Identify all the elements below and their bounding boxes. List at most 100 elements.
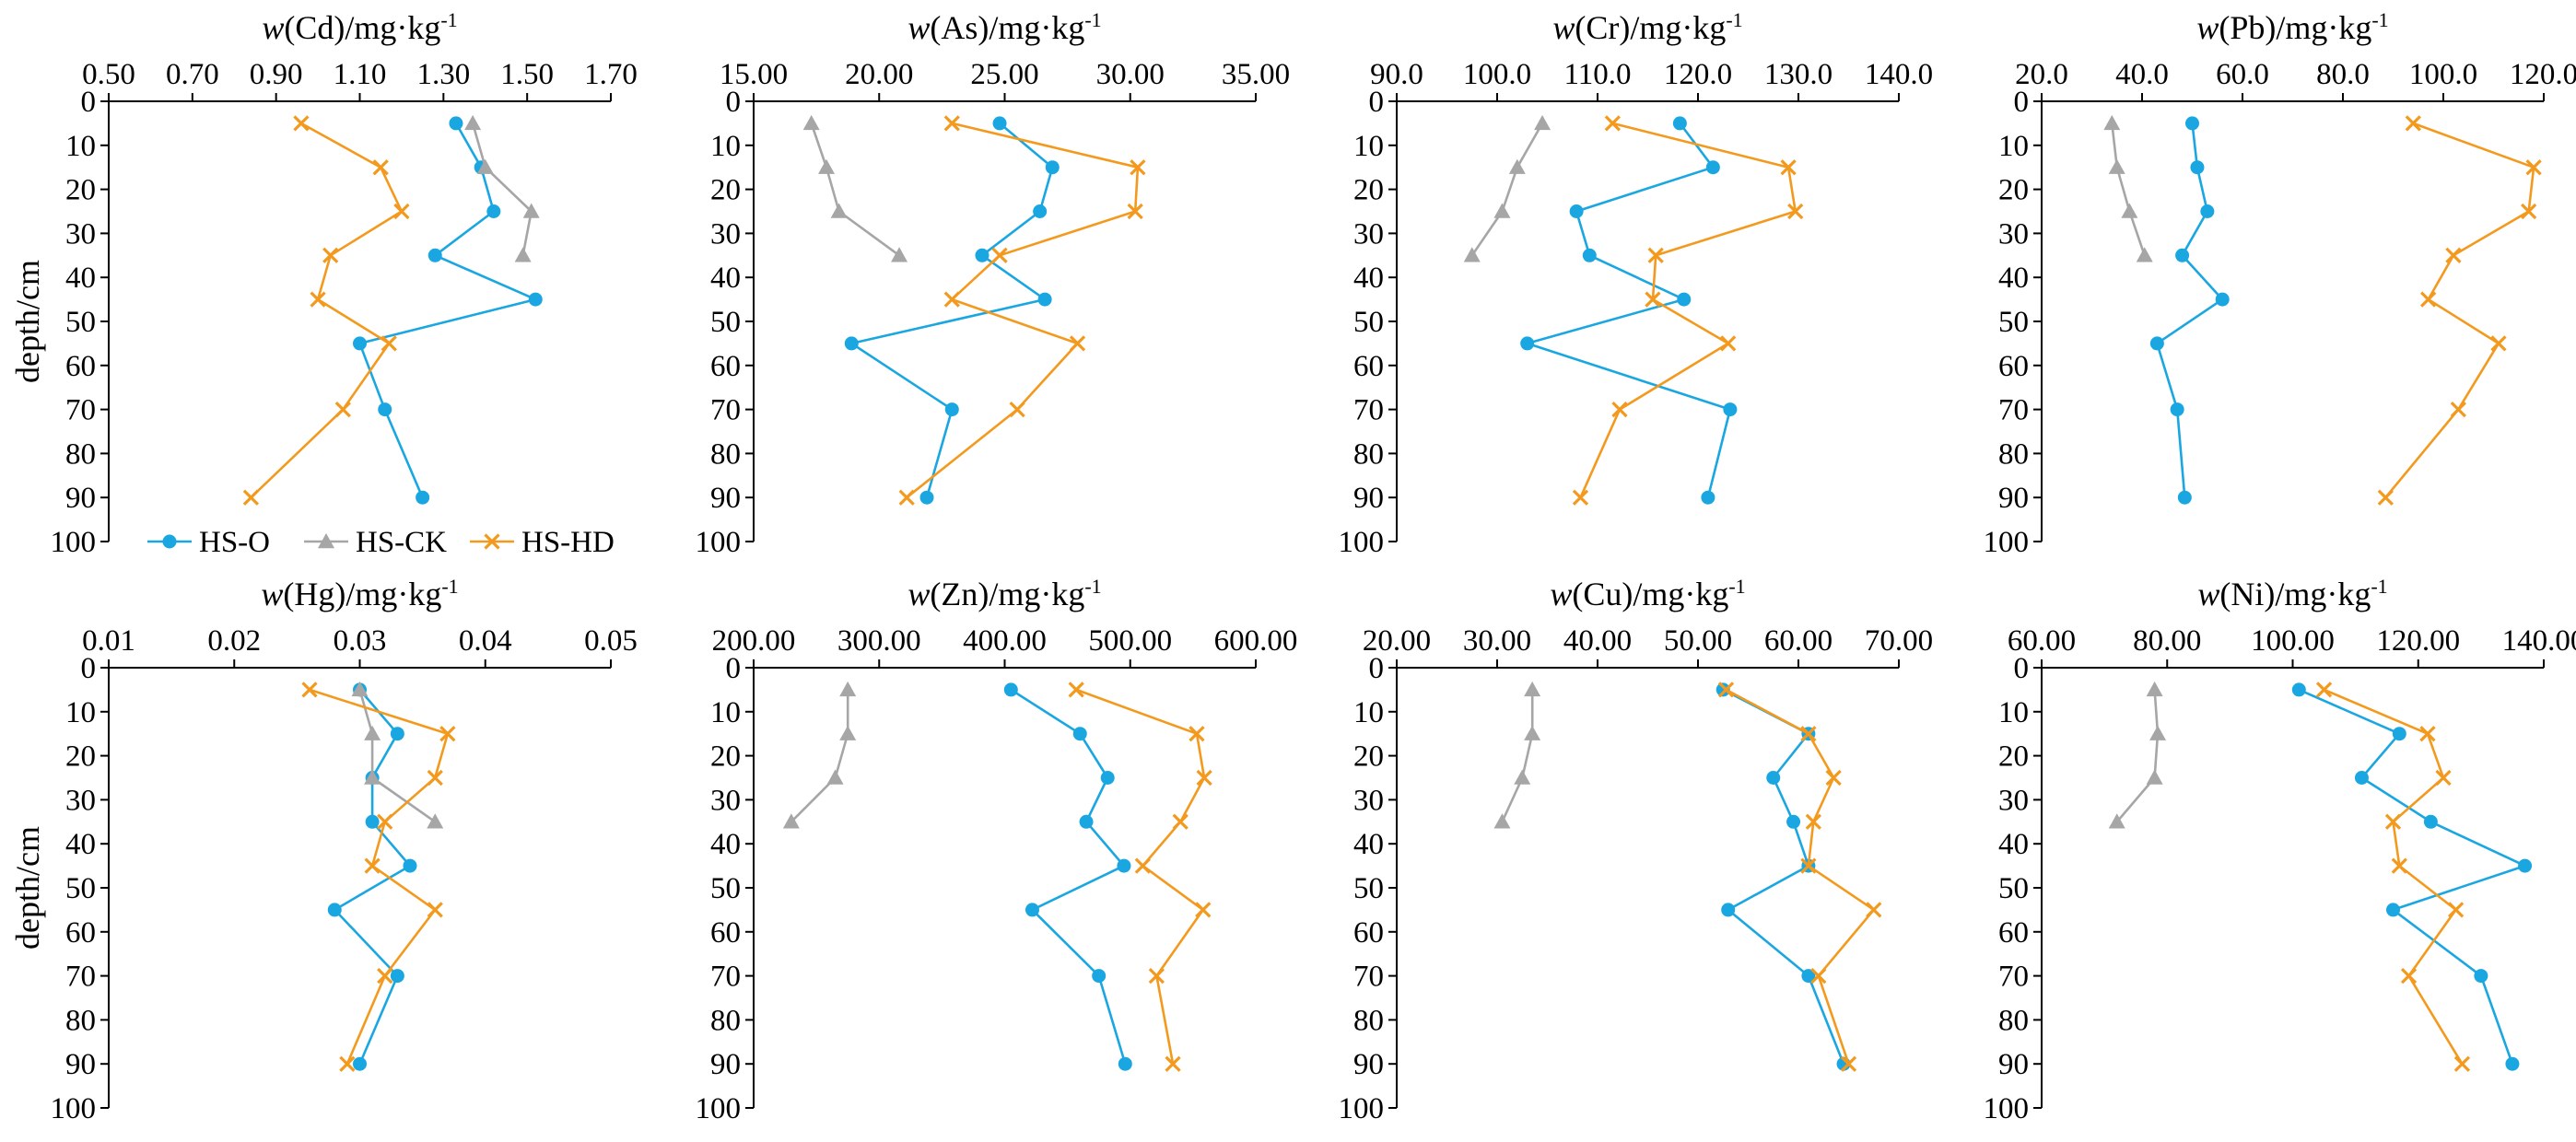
y-tick-label: 80: [1353, 437, 1384, 471]
data-point: [2190, 160, 2205, 175]
y-tick-label: 90: [1998, 482, 2029, 515]
y-tick-label: 90: [65, 482, 96, 515]
y-tick-label: 50: [65, 306, 96, 339]
data-point: [844, 336, 859, 351]
data-point: [365, 814, 380, 829]
y-tick-label: 20: [65, 740, 96, 774]
title-text: (Hg)/mg·kg: [283, 576, 441, 612]
legend: HS-O HS-CK HS-HD: [147, 526, 615, 559]
data-point: [1701, 490, 1715, 505]
data-point: [2419, 726, 2436, 742]
data-point: [1786, 814, 1801, 829]
legend-label: HS-CK: [356, 526, 447, 559]
y-tick-label: 70: [65, 394, 96, 427]
data-point: [377, 813, 393, 830]
data-point: [2474, 969, 2488, 984]
x-tick-label: 20.00: [845, 58, 913, 91]
y-tick-label: 70: [710, 394, 741, 427]
data-point: [1148, 967, 1165, 985]
data-point: [1810, 967, 1827, 985]
y-tick-label: 30: [1353, 784, 1384, 817]
data-point: [2400, 967, 2418, 985]
data-point: [2175, 248, 2190, 262]
title-w: w: [2196, 9, 2219, 46]
y-tick-label: 100: [1984, 1092, 2030, 1125]
series-line: [849, 122, 1054, 498]
y-tick-label: 10: [1998, 696, 2029, 729]
y-tick-label: 60: [65, 350, 96, 383]
data-point: [2200, 204, 2215, 218]
x-tick-label: 30.00: [1096, 58, 1165, 91]
y-tick-label: 20: [65, 174, 96, 207]
series-line: [2115, 689, 2160, 823]
data-point: [449, 116, 463, 131]
x-tick-label: 20.0: [2015, 58, 2068, 91]
data-point: [2121, 203, 2138, 218]
y-tick-label: 10: [65, 130, 96, 163]
x-tick-label: 30.00: [1463, 624, 1531, 658]
data-point: [2103, 114, 2121, 131]
series-line: [309, 688, 450, 1065]
series-line: [2111, 122, 2146, 256]
panel-title: w(Cu)/mg·kg-1: [1550, 575, 1745, 612]
data-point: [427, 248, 442, 262]
series-hs-o: [2291, 682, 2533, 1071]
data-point: [2490, 335, 2507, 352]
y-tick-label: 50: [1998, 872, 2029, 905]
series-line: [358, 122, 537, 498]
series-hs-o: [1520, 116, 1738, 505]
series-hs-hd: [301, 682, 456, 1072]
data-point: [1069, 335, 1086, 352]
title-text: (Ni)/mg·kg: [2219, 576, 2371, 612]
y-tick-label: 100: [1339, 526, 1385, 559]
series-hs-ck: [802, 114, 908, 262]
data-point: [1805, 813, 1821, 830]
data-point: [1840, 1055, 1857, 1072]
series-line: [2156, 122, 2224, 498]
data-point: [2108, 158, 2125, 174]
legend-label: HS-O: [199, 526, 270, 559]
data-point: [1720, 335, 1737, 352]
panel-title: w(Cr)/mg·kg-1: [1552, 8, 1742, 46]
data-point: [2453, 1055, 2471, 1072]
x-tick-label: 0.04: [459, 624, 512, 658]
data-point: [802, 114, 820, 131]
data-point: [1045, 160, 1060, 175]
x-tick-label: 25.00: [970, 58, 1038, 91]
y-tick-label: 90: [1998, 1048, 2029, 1081]
x-tick-label: 100.00: [2251, 624, 2335, 658]
data-point: [1611, 401, 1628, 418]
y-tick-label: 30: [1998, 217, 2029, 251]
title-text: (Pb)/mg·kg: [2219, 9, 2371, 46]
data-point: [2315, 682, 2333, 698]
y-tick-label: 40: [710, 262, 741, 295]
x-tick-label: 120.00: [2376, 624, 2460, 658]
y-tick-label: 70: [1998, 961, 2029, 994]
data-point: [919, 490, 934, 505]
data-point: [975, 248, 989, 262]
y-tick-label: 70: [65, 961, 96, 994]
series-hs-ck: [1463, 114, 1551, 262]
y-tick-label: 30: [65, 784, 96, 817]
series-hs-ck: [1493, 681, 1541, 829]
data-point: [1172, 813, 1188, 830]
x-tick-label: 120.0: [1664, 58, 1732, 91]
series-hs-hd: [1068, 682, 1212, 1072]
y-tick-label: 70: [1353, 394, 1384, 427]
y-tick-label: 0: [2014, 652, 2030, 685]
chart-panel-pb: w(Pb)/mg·kg-1 20.0 40.0 60.0 80.0 100.0 120.0 0…: [1984, 8, 2576, 559]
y-tick-label: 50: [1353, 872, 1384, 905]
data-point: [898, 489, 915, 506]
data-point: [403, 858, 417, 873]
data-point: [439, 726, 456, 742]
x-tick-label: 60.00: [2008, 624, 2076, 658]
data-point: [1604, 115, 1621, 132]
y-tick-label: 90: [1353, 482, 1384, 515]
legend-label: HS-HD: [521, 526, 615, 559]
y-tick-label: 50: [710, 306, 741, 339]
title-text: (Cr)/mg·kg: [1575, 9, 1726, 46]
data-point: [2445, 247, 2462, 263]
data-point: [944, 402, 959, 417]
data-point: [2354, 771, 2369, 785]
data-point: [327, 903, 342, 917]
